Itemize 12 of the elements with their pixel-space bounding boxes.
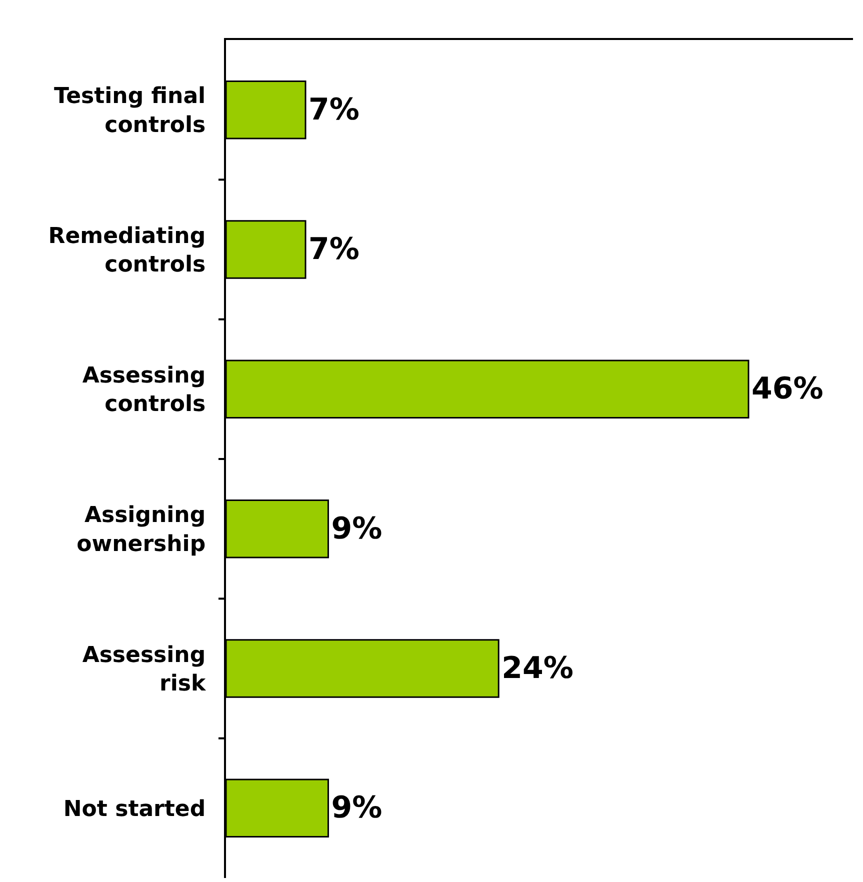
data-label: 46% [752,372,824,407]
y-tick-label: Not started [63,796,206,822]
data-label: 7% [308,232,360,267]
y-tick-label: Assigning ownership [76,503,206,557]
y-tick-label: Testing final controls [54,84,206,138]
data-label: 9% [331,790,382,826]
data-label: 7% [308,92,360,128]
data-label: 9% [331,511,382,546]
y-tick-label: Assessing risk [82,642,207,696]
data-label: 24% [502,651,574,686]
y-tick-label: Assessing controls [82,364,206,418]
y-tick-label: Remediating controls [48,224,206,278]
